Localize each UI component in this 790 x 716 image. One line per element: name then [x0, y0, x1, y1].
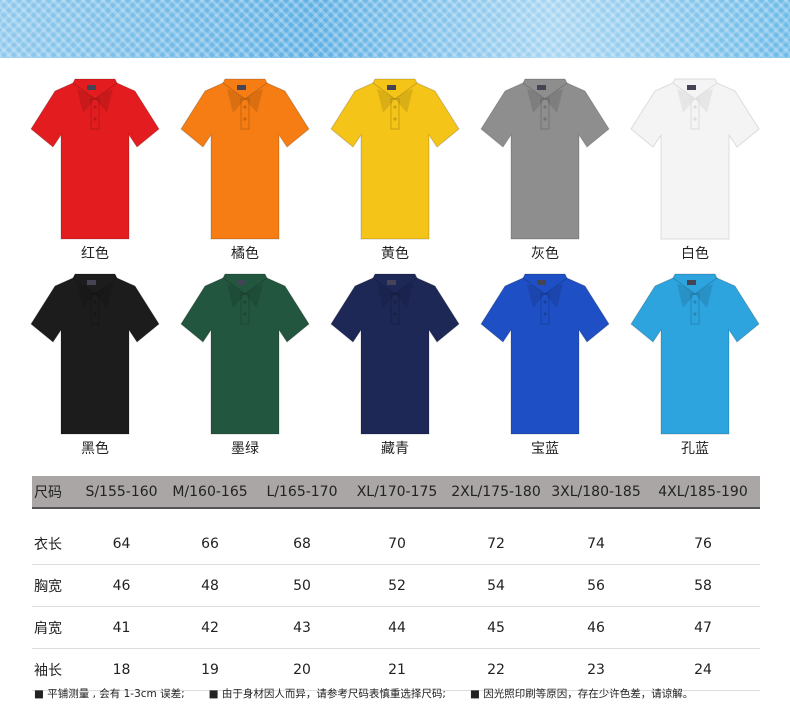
table-cell: 66: [201, 535, 219, 552]
table-cell: 74: [587, 535, 605, 552]
table-cell: 19: [201, 661, 219, 678]
table-cell: 袖长: [34, 662, 62, 679]
note-text: 因光照印刷等原因，存在少许色差，请谅解。: [483, 688, 694, 700]
table-cell: 46: [587, 619, 605, 636]
header-cell: 尺码: [34, 484, 62, 501]
color-label: 藏青: [381, 441, 409, 457]
table-row: 肩宽 41 42 43 44 45 46 47: [32, 607, 760, 649]
color-label: 黑色: [81, 441, 109, 457]
polo-shirt-9: [475, 272, 615, 437]
polo-shirt-3: [325, 77, 465, 242]
table-cell: 76: [694, 535, 712, 552]
size-table: 尺码 S/155-160 M/160-165 L/165-170 XL/170-…: [32, 476, 760, 691]
polo-shirt-10: [625, 272, 765, 437]
table-cell: 20: [293, 661, 311, 678]
polo-shirt-4: [475, 77, 615, 242]
table-cell: 46: [112, 577, 131, 594]
table-cell: 24: [694, 661, 712, 678]
table-cell: 44: [388, 619, 406, 636]
polo-shirt-8: [325, 272, 465, 437]
header-cell: L/165-170: [266, 483, 338, 500]
color-label: 黄色: [381, 246, 409, 262]
header-cell: 3XL/180-185: [551, 483, 641, 500]
header-cell: M/160-165: [172, 483, 248, 500]
notes: ■ 平铺测量 , 会有 1-3cm 误差; ■ 由于身材因人而异，请参考尺码表慎…: [34, 686, 774, 701]
color-label: 墨绿: [231, 441, 259, 457]
note: ■ 由于身材因人而异，请参考尺码表慎重选择尺码;: [208, 688, 446, 700]
note-text: 由于身材因人而异，请参考尺码表慎重选择尺码;: [221, 688, 446, 700]
note: ■ 平铺测量 , 会有 1-3cm 误差;: [34, 688, 185, 700]
color-label: 白色: [681, 246, 709, 262]
table-cell: 52: [388, 577, 406, 594]
table-cell: 42: [201, 619, 219, 636]
table-cell: 70: [388, 535, 406, 552]
header-cell: S/155-160: [85, 483, 158, 500]
polo-shirt-6: [25, 272, 165, 437]
table-row: 衣长 64 66 68 70 72 74 76: [32, 523, 760, 565]
header-cell: 4XL/185-190: [658, 483, 748, 500]
header-cell: 2XL/175-180: [451, 483, 541, 500]
polo-shirt-2: [175, 77, 315, 242]
table-row: 袖长 18 19 20 21 22 23 24: [32, 649, 760, 691]
polo-shirt-5: [625, 77, 765, 242]
color-label: 灰色: [531, 246, 559, 262]
table-cell: 22: [487, 661, 505, 678]
table-cell: 72: [487, 535, 505, 552]
table-cell: 64: [112, 535, 131, 552]
table-cell: 衣长: [34, 536, 62, 553]
color-label: 红色: [81, 246, 109, 262]
polo-shirt-7: [175, 272, 315, 437]
fabric-banner: [0, 0, 790, 58]
table-cell: 肩宽: [34, 620, 62, 637]
table-cell: 56: [587, 577, 605, 594]
table-row: 胸宽 46 48 50 52 54 56 58: [32, 565, 760, 607]
table-header: 尺码 S/155-160 M/160-165 L/165-170 XL/170-…: [32, 476, 760, 509]
table-cell: 58: [694, 577, 712, 594]
table-cell: 54: [487, 577, 505, 594]
table-cell: 50: [293, 577, 311, 594]
table-cell: 68: [293, 535, 311, 552]
polo-shirt-1: [25, 77, 165, 242]
color-label: 宝蓝: [531, 441, 559, 457]
header-cell: XL/170-175: [356, 483, 438, 500]
table-cell: 45: [487, 619, 505, 636]
table-cell: 41: [112, 619, 131, 636]
table-cell: 47: [694, 619, 712, 636]
table-cell: 48: [201, 577, 219, 594]
note: ■ 因光照印刷等原因，存在少许色差，请谅解。: [469, 688, 694, 700]
note-text: 平铺测量 , 会有 1-3cm 误差;: [47, 688, 185, 700]
color-label: 橘色: [231, 246, 259, 262]
table-cell: 43: [293, 619, 311, 636]
table-cell: 21: [388, 661, 406, 678]
table-cell: 胸宽: [34, 578, 62, 595]
table-cell: 18: [112, 661, 131, 678]
color-label: 孔蓝: [681, 441, 709, 457]
table-cell: 23: [587, 661, 605, 678]
